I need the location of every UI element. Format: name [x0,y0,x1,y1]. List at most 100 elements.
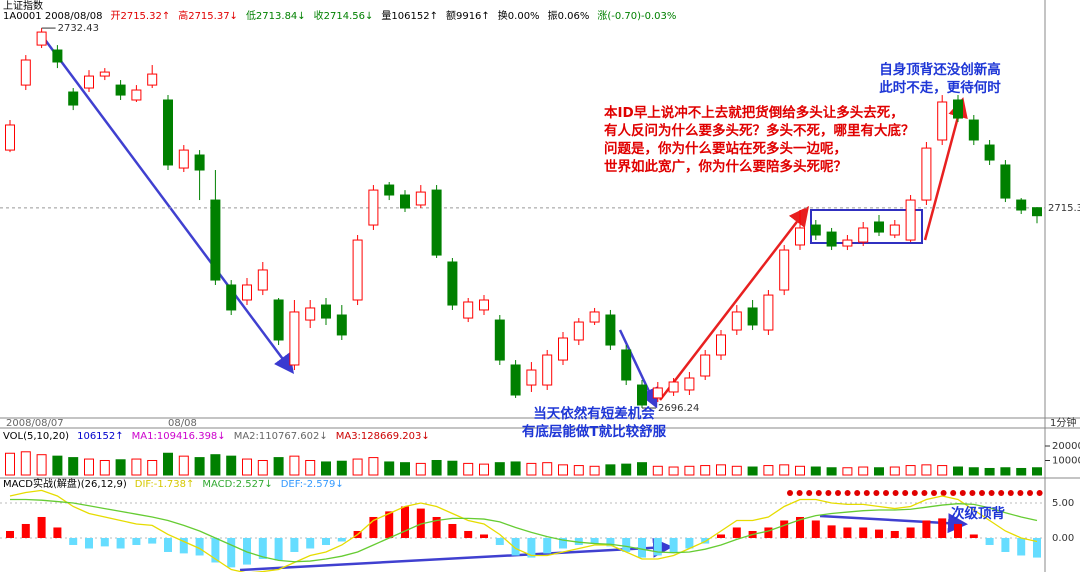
candle-body [131,89,142,101]
annotation: 次级顶背 [951,505,1005,522]
candle-body [763,294,774,331]
volume-bar [415,462,426,476]
annotation: 问题是，你为什么要站在死多头一边呢， [604,140,847,157]
volume-bar [36,454,47,476]
signal-dot [1017,490,1024,496]
macd-bar [416,508,425,538]
signal-dot [979,490,985,496]
candle-body [700,354,711,377]
candle-body [621,349,632,381]
candle-body [163,99,173,166]
volume-bar [652,465,663,476]
candle-body [905,199,916,241]
macd-bar [100,537,109,547]
macd-bar [385,511,394,538]
macd-bar [85,537,93,549]
candle-body [115,84,126,96]
volume-bar [1016,467,1027,476]
candle-body [68,91,79,106]
y-tick-label: 5.00 [1052,498,1074,509]
candle-body [826,231,837,247]
macd-bar [669,537,678,552]
volume-bar [968,467,979,476]
volume-bar [226,455,237,476]
macd-bar [890,530,899,538]
macd-bar [954,523,962,538]
macd-bar [179,537,188,554]
signal-dot [787,490,793,496]
candle-body [889,224,900,236]
volume-bar [273,457,284,476]
label: DIF:-1.738↑ [135,479,195,490]
annotation: 有底层能做T就比较舒服 [522,423,667,440]
candle-body [463,301,474,319]
macd-bar [985,537,994,545]
volume-bar [573,465,584,476]
period-label: 1分钟 [1050,416,1076,429]
label: 换0.00% [498,9,540,22]
volume-bar [242,458,252,476]
candle-body [84,75,94,89]
candle-body [937,101,948,141]
candle-body [273,299,284,341]
candle-body [210,199,221,281]
volume-bar [558,464,568,476]
label: 收2714.56↓ [314,9,374,22]
macd-bar [859,527,868,538]
candle-body [589,311,600,323]
macd-bar [37,516,46,538]
y-tick-label: 200000 [1052,441,1080,452]
volume-bar [163,452,173,476]
macd-bar [116,537,125,549]
macd-bar [796,516,804,538]
candle-body [147,73,158,86]
candle-body [716,334,726,356]
volume-bar [810,466,821,476]
macd-bar [653,537,662,556]
label: 振0.06% [548,9,590,22]
candle-body [747,307,758,326]
label: 涨(-0.70)-0.03% [597,10,676,22]
candle-body [1000,164,1011,199]
volume-bar [352,458,363,476]
candle-body [842,239,853,247]
candle-body [431,189,442,256]
volume-bar [257,459,268,476]
volume-bar [99,459,110,476]
volume-bar [384,461,395,476]
candle-body [1016,199,1027,211]
volume-bar [921,464,932,476]
signal-dot [969,490,976,496]
volume-bar [589,465,600,476]
macd-bar [606,537,615,547]
volume-bar [1000,467,1011,476]
chart-title: 上证指数 [3,0,43,12]
macd-bar [843,527,852,538]
signal-dot [844,490,851,496]
macd-bar [369,516,378,538]
macd-bar [1033,537,1041,558]
macd-bar [258,537,267,559]
macd-bar [685,537,694,549]
candle-body [984,144,995,161]
macd-bar [337,537,346,542]
signal-dot [998,490,1005,496]
y-tick-label: 100000 [1052,455,1080,466]
signal-dot [854,490,861,496]
volume-bar [889,466,900,476]
label: 106152↑ [77,431,124,442]
label: DEF:-2.579↓ [281,479,344,490]
volume-bar [795,465,805,476]
signal-dot [911,490,918,496]
macd-bar [53,527,62,538]
signal-dot [940,490,947,496]
volume-bar [731,465,742,476]
volume-bar [447,460,458,476]
candle-body [558,337,568,361]
volume-bar [984,467,995,476]
volume-bar [779,464,790,476]
volume-bar [826,467,837,476]
extreme-label: 2696.24 [658,403,699,414]
candle-body [289,311,300,366]
candle-body [447,261,458,306]
